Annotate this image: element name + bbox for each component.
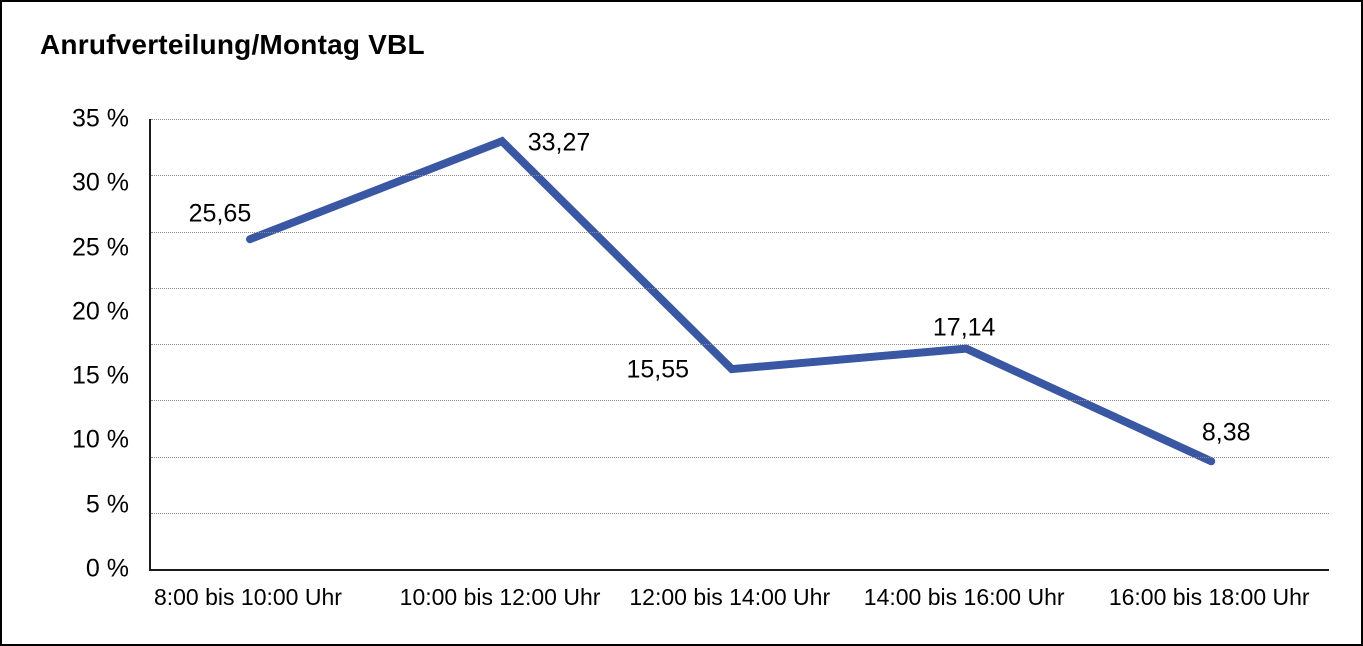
gridline: [151, 512, 1329, 514]
line-chart-canvas: [246, 136, 1216, 466]
y-tick-label: 30 %: [72, 168, 129, 197]
y-axis: 35 % 30 % 25 % 20 % 15 % 10 % 5 % 0 %: [2, 105, 139, 583]
x-tick-label: 8:00 bis 10:00 Uhr: [153, 584, 342, 610]
y-tick-label: 25 %: [72, 233, 129, 262]
y-tick-label: 20 %: [72, 297, 129, 326]
plot-area: 25,65 33,27 15,55 17,14 8,38: [149, 119, 1329, 571]
gridline: [151, 119, 1329, 120]
gridline: [151, 344, 1329, 345]
data-point-label: 8,38: [1201, 418, 1251, 447]
chart-title: Anrufverteilung/Montag VBL: [40, 29, 425, 60]
x-tick-label: 12:00 bis 14:00 Uhr: [629, 584, 831, 610]
gridline: [151, 175, 1329, 177]
data-point-label: 33,27: [527, 128, 591, 157]
y-tick-label: 35 %: [72, 104, 129, 133]
gridline: [151, 287, 1329, 289]
gridline: [151, 231, 1329, 233]
y-tick-label: 5 %: [85, 490, 129, 519]
x-tick-label: 10:00 bis 12:00 Uhr: [399, 584, 601, 610]
y-tick-label: 10 %: [72, 425, 129, 454]
data-point-label: 15,55: [626, 355, 690, 384]
data-line: [246, 136, 1216, 466]
gridline: [151, 456, 1329, 458]
x-axis: 8:00 bis 10:00 Uhr 10:00 bis 12:00 Uhr 12:…: [149, 584, 1327, 624]
y-tick-label: 15 %: [72, 361, 129, 390]
x-tick-label: 14:00 bis 16:00 Uhr: [863, 584, 1065, 610]
x-tick-label: 16:00 bis 18:00 Uhr: [1108, 584, 1310, 610]
y-tick-label: 0 %: [85, 554, 129, 583]
gridline: [151, 400, 1329, 402]
data-point-label: 25,65: [188, 199, 252, 228]
data-point-label: 17,14: [932, 313, 996, 342]
